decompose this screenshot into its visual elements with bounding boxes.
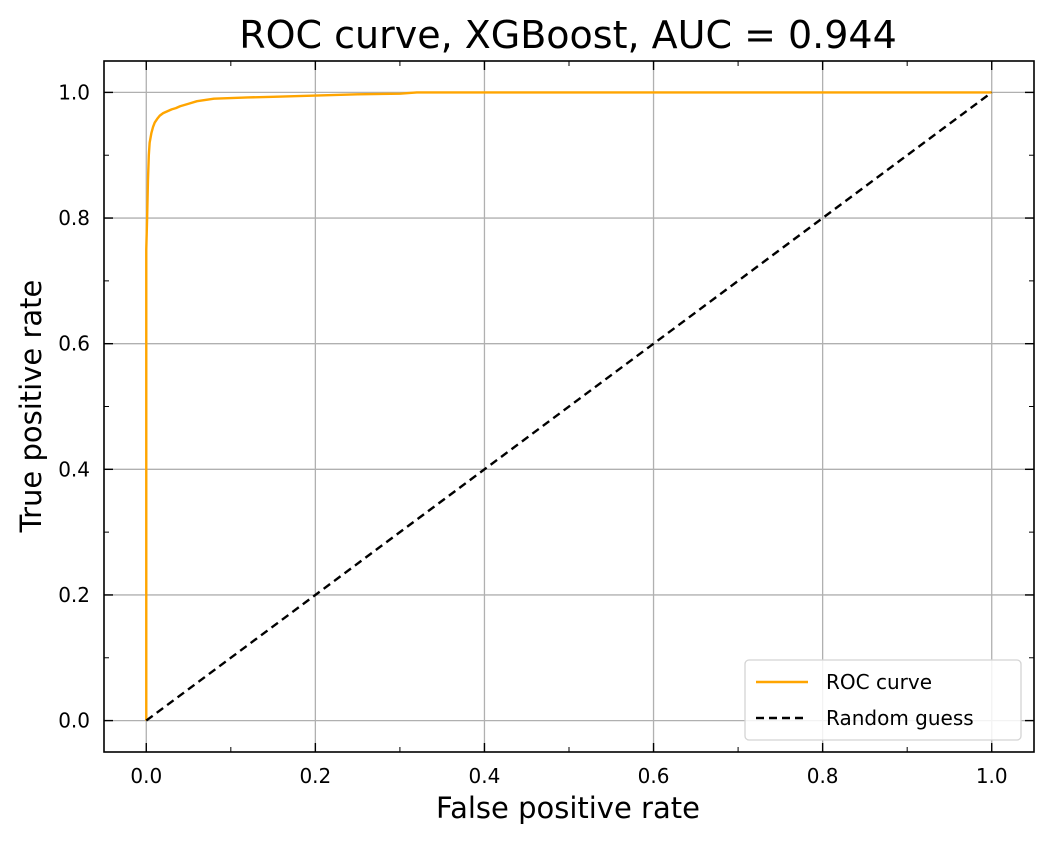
series-layer: [145, 91, 993, 722]
x-tick-label: 0.6: [638, 764, 670, 788]
x-tick-label: 0.4: [469, 764, 501, 788]
x-axis-label: False positive rate: [436, 791, 700, 825]
ticks-layer: 0.0 0.2 0.4 0.6 0.8 1.0 0.0 0.2 0.4 0.6 0.8 1.0: [58, 61, 1034, 788]
series-line-roc-curve: [145, 91, 992, 721]
x-tick-label: 0.8: [807, 764, 839, 788]
legend-box: [744, 659, 1022, 741]
x-tick-label: 0.0: [130, 764, 162, 788]
legend-random-guess-label: Random guess: [826, 706, 974, 730]
y-tick-label: 1.0: [58, 80, 90, 104]
series-line-random-guess: [145, 91, 993, 722]
chart-title: ROC curve, XGBoost, AUC = 0.944: [239, 13, 897, 57]
grid-layer: [104, 61, 1034, 752]
x-tick-label: 0.2: [299, 764, 331, 788]
y-tick-label: 0.0: [58, 709, 90, 733]
y-tick-label: 0.6: [58, 332, 90, 356]
y-axis-label: True positive rate: [14, 280, 48, 534]
legend: ROC curve Random guess: [744, 659, 1022, 741]
x-tick-label: 1.0: [976, 764, 1008, 788]
y-tick-label: 0.2: [58, 583, 90, 607]
legend-roc-curve-label: ROC curve: [826, 670, 932, 694]
y-tick-label: 0.4: [58, 457, 90, 481]
y-tick-label: 0.8: [58, 206, 90, 230]
